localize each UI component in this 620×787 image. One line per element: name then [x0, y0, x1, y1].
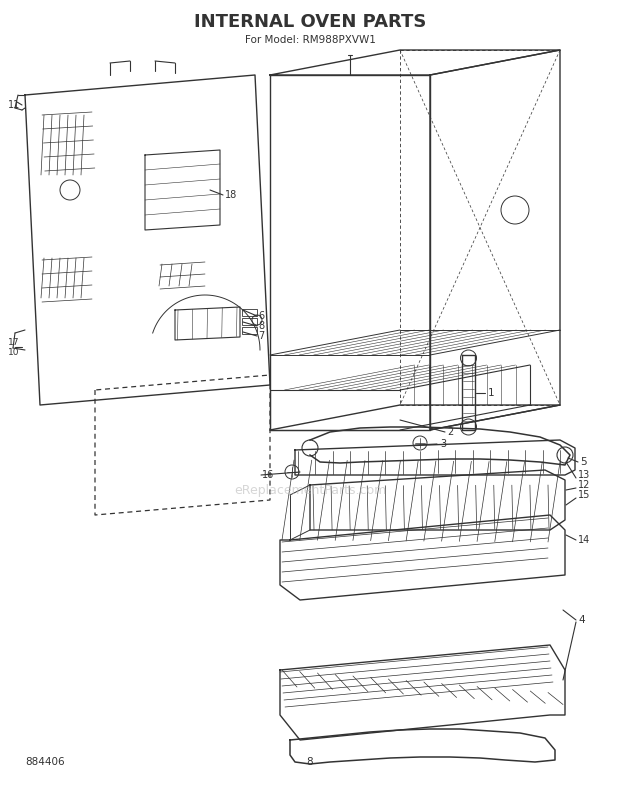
- Text: 15: 15: [578, 490, 590, 500]
- Bar: [242, 327, 257, 334]
- Text: 2: 2: [447, 427, 453, 437]
- Text: 3: 3: [440, 439, 446, 449]
- Text: 1: 1: [488, 388, 495, 398]
- Text: eReplacementParts.com: eReplacementParts.com: [234, 483, 386, 497]
- Text: 884406: 884406: [25, 757, 64, 767]
- Text: 11: 11: [8, 100, 20, 110]
- Text: 18: 18: [225, 190, 237, 200]
- Text: For Model: RM988PXVW1: For Model: RM988PXVW1: [244, 35, 376, 45]
- Text: 14: 14: [578, 535, 590, 545]
- Text: INTERNAL OVEN PARTS: INTERNAL OVEN PARTS: [194, 13, 426, 31]
- Bar: [242, 309, 257, 316]
- Text: 5: 5: [580, 457, 587, 467]
- Bar: [242, 318, 257, 325]
- Text: 8: 8: [307, 757, 313, 767]
- Text: 4: 4: [578, 615, 585, 625]
- Text: 12: 12: [578, 480, 590, 490]
- Text: 6: 6: [258, 311, 264, 321]
- Text: 10: 10: [8, 348, 19, 357]
- Text: 8: 8: [258, 321, 264, 331]
- Text: 16: 16: [262, 470, 274, 480]
- Text: 7: 7: [258, 331, 264, 341]
- Text: 13: 13: [578, 470, 590, 480]
- Text: 17: 17: [8, 338, 19, 346]
